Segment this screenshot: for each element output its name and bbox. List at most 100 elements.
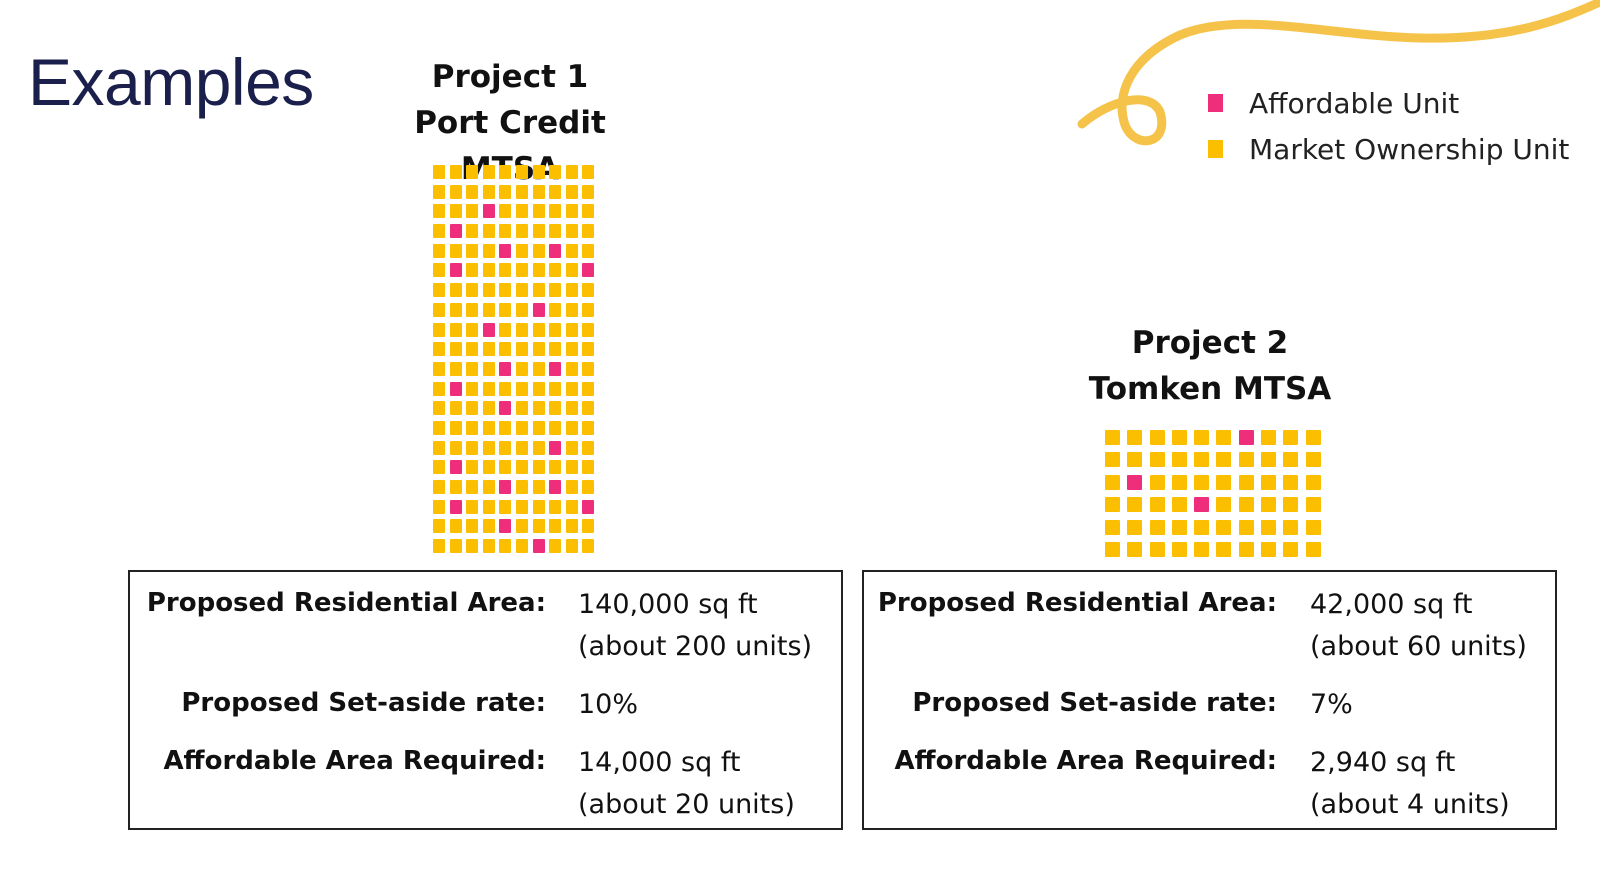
affordable-unit [499,361,512,376]
market-unit [565,283,578,298]
market-unit [466,420,479,435]
market-unit [1105,497,1120,513]
market-unit [1194,541,1210,557]
project-2-setaside-value: 7% [1310,689,1353,720]
market-unit [582,381,595,396]
market-unit [433,165,445,179]
market-unit [482,302,495,317]
market-unit [582,184,595,199]
project-1-name: Project 1 [431,59,589,95]
market-unit [1127,452,1143,468]
market-unit [466,381,479,396]
market-unit [449,165,462,179]
market-unit [499,263,512,278]
market-unit [582,480,595,494]
affordable-unit [499,519,512,534]
market-unit [1283,519,1299,535]
market-unit [582,302,595,317]
market-unit [549,539,562,554]
market-unit [1305,519,1321,535]
market-unit [1283,541,1299,557]
market-unit [449,420,462,435]
market-unit [466,401,479,416]
project-2-residential-area-sqft: 42,000 sq ft [1310,589,1473,620]
market-unit [549,263,562,278]
market-unit [1127,541,1143,557]
market-unit [1283,474,1299,490]
affordable-unit [549,440,562,455]
market-unit [532,519,545,534]
market-unit [532,460,545,475]
market-unit [433,342,445,357]
market-unit [499,165,512,179]
market-unit [565,342,578,357]
market-swatch-icon [1208,140,1223,158]
market-unit [1238,519,1254,535]
market-unit [515,381,528,396]
market-unit [1283,497,1299,513]
market-unit [433,322,445,337]
affordable-unit [449,263,462,278]
market-unit [565,361,578,376]
market-unit [482,420,495,435]
affordable-unit [549,361,562,376]
market-unit [466,342,479,357]
affordable-unit [532,539,545,554]
project-1-residential-area-value: 140,000 sq ft (about 200 units) [578,584,812,668]
market-unit [433,480,445,494]
market-unit [449,283,462,298]
market-unit [449,440,462,455]
market-unit [1149,452,1165,468]
market-unit [499,381,512,396]
market-unit [549,460,562,475]
market-unit [515,519,528,534]
market-unit [433,361,445,376]
market-unit [565,165,578,179]
market-unit [515,499,528,514]
project-2-affordable-area-sqft: 2,940 sq ft [1310,747,1456,778]
market-unit [582,519,595,534]
market-unit [1238,497,1254,513]
market-unit [482,342,495,357]
market-unit [565,184,578,199]
market-unit [1149,519,1165,535]
market-unit [532,480,545,494]
market-unit [549,381,562,396]
market-unit [549,204,562,219]
market-unit [433,499,445,514]
market-unit [466,283,479,298]
market-unit [515,263,528,278]
market-unit [1305,497,1321,513]
market-unit [1216,497,1232,513]
market-unit [515,204,528,219]
affordable-unit [1238,430,1254,445]
market-unit [482,283,495,298]
legend-label-affordable: Affordable Unit [1249,86,1460,120]
market-unit [582,420,595,435]
market-unit [1194,452,1210,468]
market-unit [449,361,462,376]
market-unit [449,302,462,317]
market-unit [549,322,562,337]
market-unit [532,283,545,298]
market-unit [1216,452,1232,468]
market-unit [515,243,528,258]
market-unit [549,519,562,534]
market-unit [466,361,479,376]
market-unit [515,342,528,357]
market-unit [515,283,528,298]
market-unit [582,342,595,357]
affordable-unit [449,224,462,239]
market-unit [466,460,479,475]
market-unit [433,184,445,199]
market-unit [515,480,528,494]
market-unit [532,184,545,199]
market-unit [515,401,528,416]
market-unit [582,322,595,337]
market-unit [515,460,528,475]
market-unit [433,283,445,298]
market-unit [549,184,562,199]
affordable-unit [482,204,495,219]
project-1-residential-area-units: (about 200 units) [578,631,813,662]
